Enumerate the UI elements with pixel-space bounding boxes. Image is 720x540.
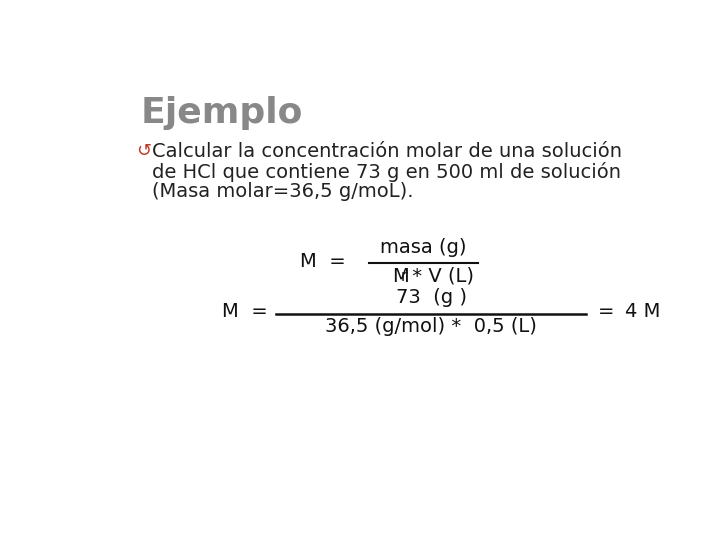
Text: M: M xyxy=(392,267,409,286)
Text: 4 M: 4 M xyxy=(625,302,660,321)
Text: M  =: M = xyxy=(222,302,269,321)
Text: masa (g): masa (g) xyxy=(380,238,467,257)
Text: 73  (g ): 73 (g ) xyxy=(395,288,467,307)
Text: ↺: ↺ xyxy=(137,142,152,160)
Text: (Masa molar=36,5 g/moL).: (Masa molar=36,5 g/moL). xyxy=(152,182,413,201)
Text: * V (L): * V (L) xyxy=(406,267,474,286)
Text: Ejemplo: Ejemplo xyxy=(140,96,302,130)
Text: Calcular la concentración molar de una solución: Calcular la concentración molar de una s… xyxy=(152,142,622,161)
Text: r: r xyxy=(401,269,407,284)
Text: =: = xyxy=(598,302,614,321)
Text: M  =: M = xyxy=(300,252,346,272)
Text: de HCl que contiene 73 g en 500 ml de solución: de HCl que contiene 73 g en 500 ml de so… xyxy=(152,162,621,182)
Text: 36,5 (g/mol) *  0,5 (L): 36,5 (g/mol) * 0,5 (L) xyxy=(325,316,537,335)
